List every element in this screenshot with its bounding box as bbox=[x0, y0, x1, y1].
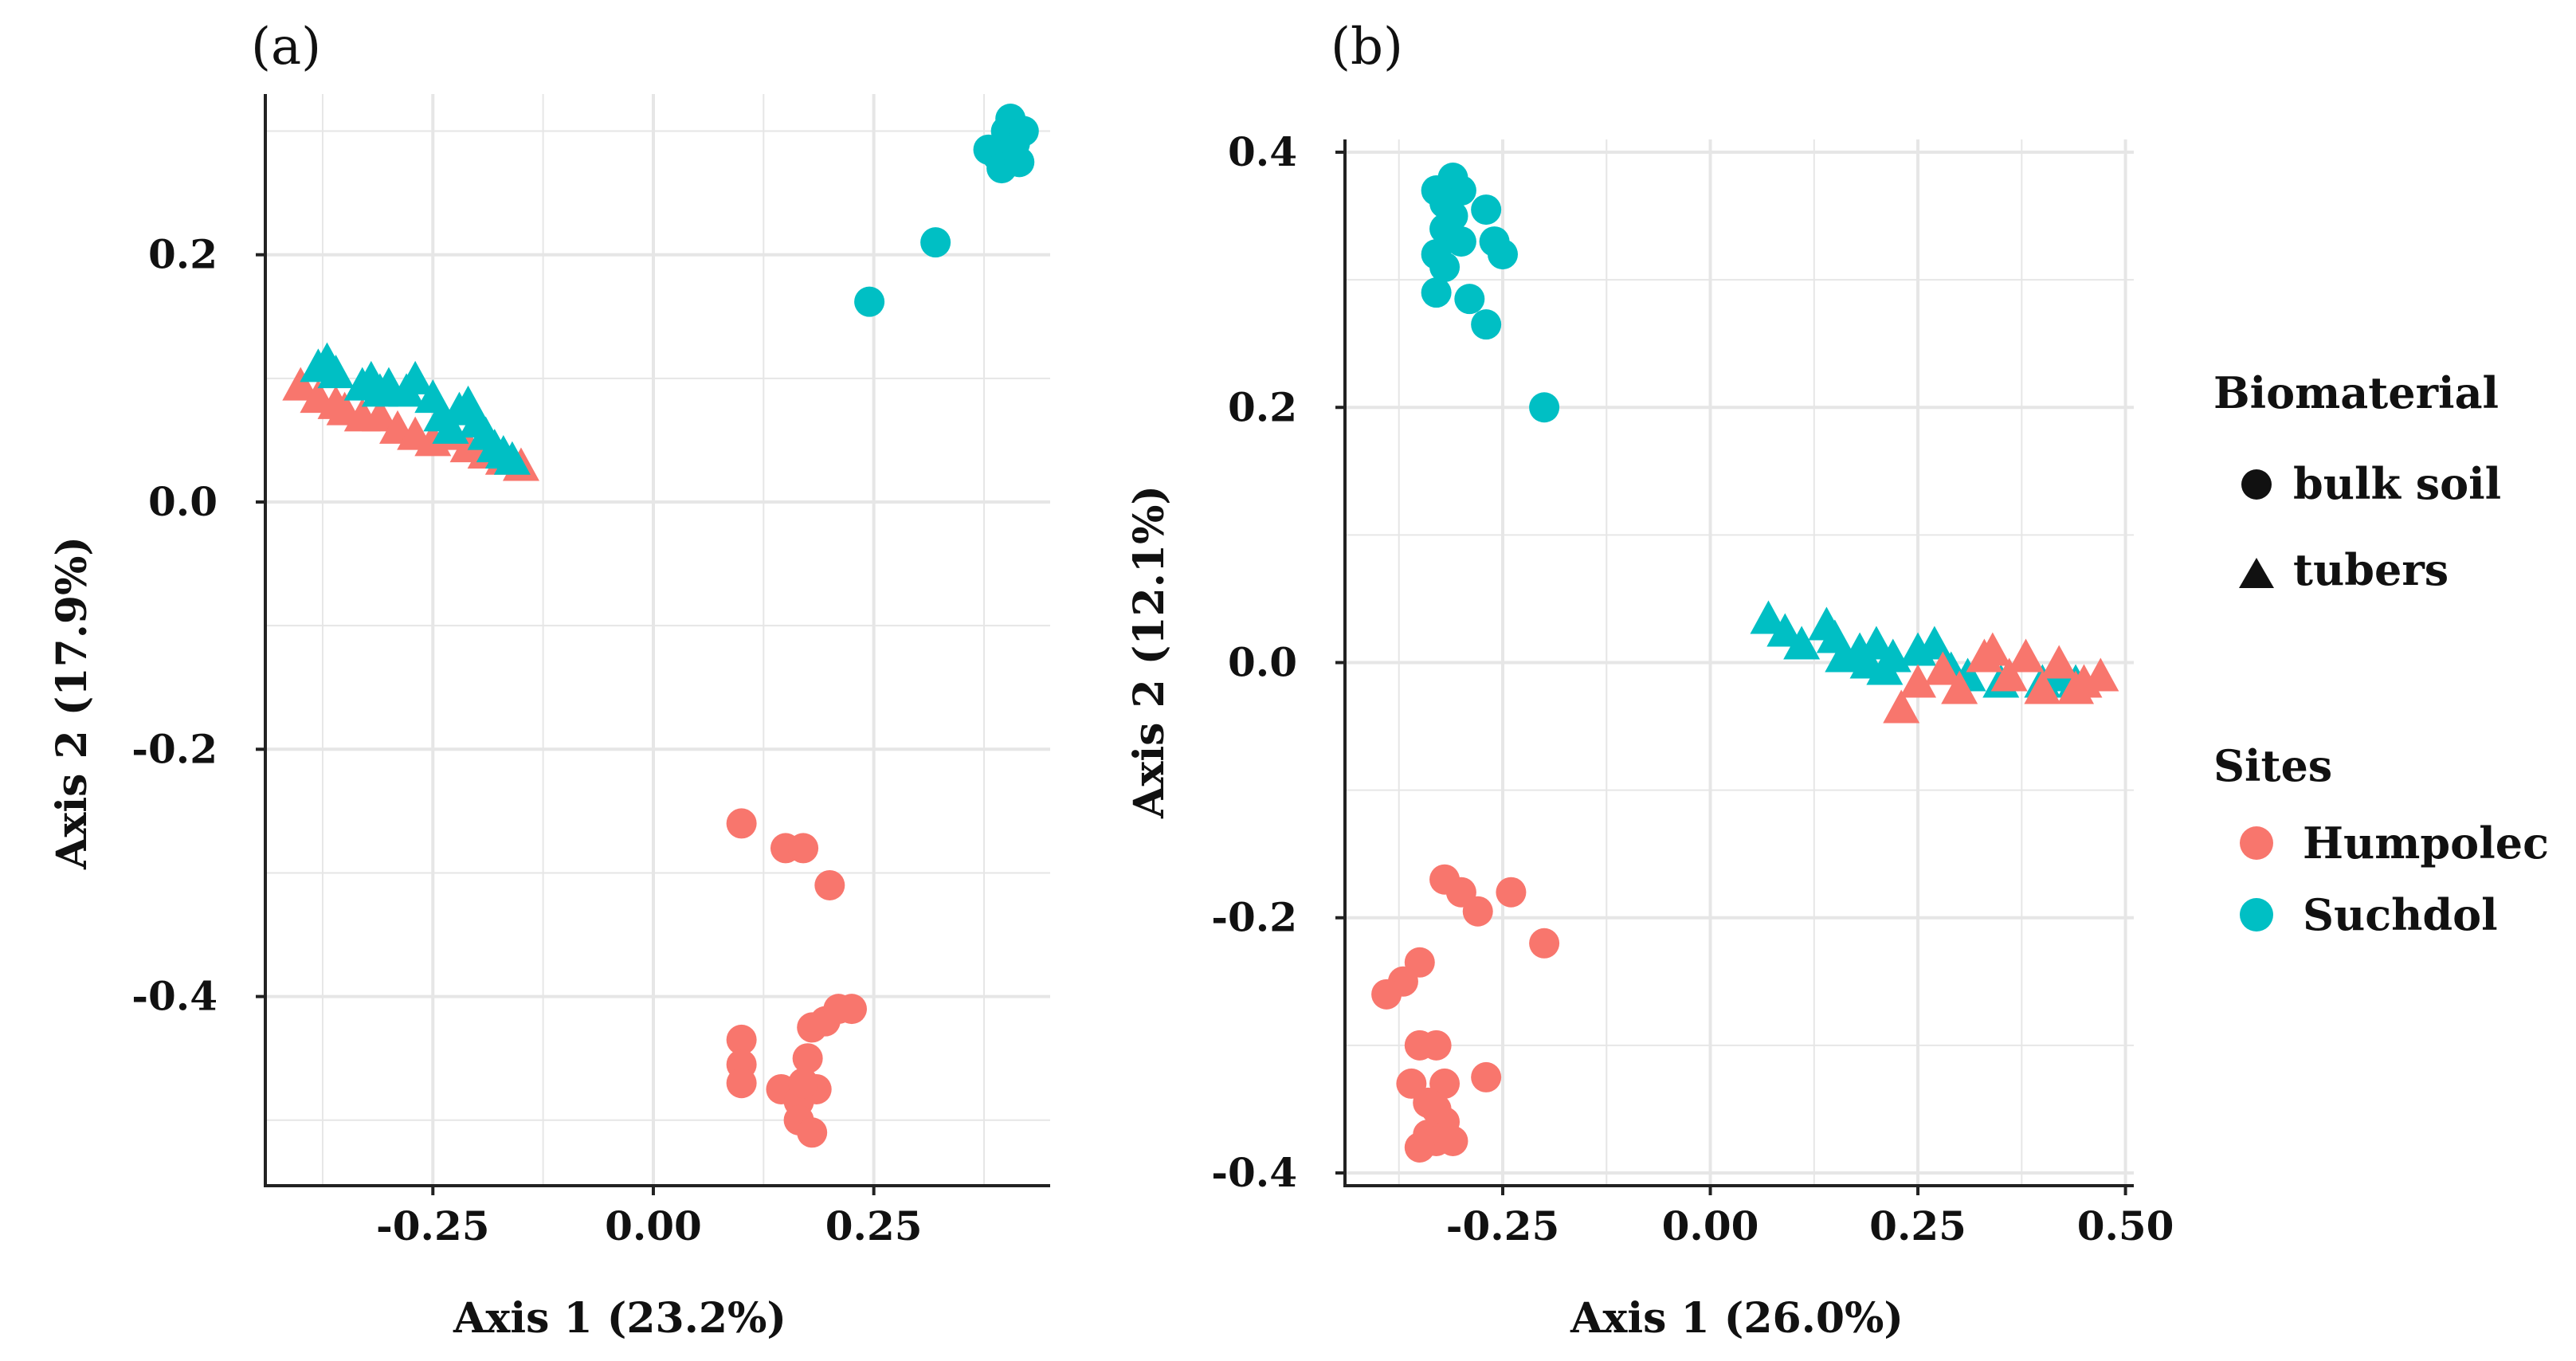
data-point-triangle bbox=[432, 410, 469, 444]
data-point-triangle bbox=[2024, 670, 2061, 704]
data-point-circle bbox=[1404, 1132, 1435, 1163]
panel-b-x-tick-label: 0.25 bbox=[1869, 1202, 1966, 1249]
data-point-circle bbox=[1421, 277, 1452, 308]
legend-sites-title: Sites bbox=[2213, 740, 2332, 791]
panel-a-y-tick-label: -0.2 bbox=[131, 725, 218, 772]
data-point-circle bbox=[1462, 896, 1493, 927]
legend: Biomaterial bulk soil tubers Sites Humpo… bbox=[2213, 367, 2549, 940]
data-point-circle bbox=[1529, 392, 1560, 423]
panel-a-y-tick-label: 0.0 bbox=[148, 478, 218, 525]
data-point-circle bbox=[1421, 1030, 1452, 1061]
panel-a-plot-area bbox=[265, 94, 1050, 1186]
panel-b-y-tick-label: 0.2 bbox=[1228, 383, 1297, 430]
data-point-circle bbox=[920, 227, 951, 258]
data-point-triangle bbox=[282, 367, 320, 401]
data-point-circle bbox=[788, 1068, 819, 1099]
panel-a-x-axis-title: Axis 1 (23.2%) bbox=[453, 1294, 786, 1343]
data-point-circle bbox=[726, 808, 757, 839]
legend-tubers-label: tubers bbox=[2293, 544, 2449, 595]
panel-a-points bbox=[282, 104, 1039, 1148]
data-point-circle bbox=[797, 1117, 828, 1148]
data-point-triangle bbox=[493, 441, 531, 475]
data-point-circle bbox=[1445, 226, 1476, 257]
data-point-circle bbox=[726, 1024, 757, 1055]
data-point-triangle bbox=[1750, 600, 1787, 634]
legend-suchdol-label: Suchdol bbox=[2303, 889, 2498, 940]
legend-tubers-marker bbox=[2239, 558, 2274, 588]
legend-biomaterial-title: Biomaterial bbox=[2213, 367, 2499, 418]
panel-b-y-axis-title: Axis 2 (12.1%) bbox=[1125, 485, 1174, 819]
panel-a-label: (a) bbox=[251, 18, 321, 76]
panel-b: (b) -0.25 0.00 0.25 0.50 -0.4 -0.2 0.0 0.2 0.4 A… bbox=[1125, 18, 2174, 1343]
panel-a-x-tick-label: 0.25 bbox=[825, 1202, 923, 1249]
panel-a-grid bbox=[265, 94, 1050, 1186]
panel-a-y-axis-title: Axis 2 (17.9%) bbox=[48, 536, 96, 870]
panel-b-points bbox=[1371, 163, 2119, 1163]
data-point-triangle bbox=[1924, 651, 1962, 685]
data-point-triangle bbox=[1974, 632, 2011, 666]
panel-b-y-tick-label: -0.4 bbox=[1211, 1149, 1297, 1196]
legend-suchdol-marker bbox=[2240, 898, 2273, 932]
data-point-circle bbox=[836, 994, 867, 1025]
panel-b-x-tick-label: -0.25 bbox=[1446, 1202, 1560, 1249]
data-point-triangle bbox=[1900, 664, 1937, 698]
legend-bulk-soil-marker bbox=[2241, 469, 2272, 500]
data-point-circle bbox=[1529, 928, 1560, 959]
data-point-circle bbox=[792, 1043, 823, 1074]
panel-b-x-axis-title: Axis 1 (26.0%) bbox=[1570, 1294, 1904, 1343]
panel-b-x-tick-label: 0.00 bbox=[1662, 1202, 1759, 1249]
data-point-circle bbox=[1421, 175, 1452, 206]
data-point-triangle bbox=[1915, 626, 1953, 660]
data-point-circle bbox=[1488, 239, 1518, 270]
data-point-triangle bbox=[1857, 626, 1895, 660]
legend-humpolec-marker bbox=[2240, 826, 2273, 860]
panel-b-y-tick-label: 0.4 bbox=[1228, 128, 1297, 175]
data-point-circle bbox=[1008, 116, 1039, 147]
legend-humpolec-label: Humpolec bbox=[2303, 818, 2549, 869]
panel-a-axes: -0.25 0.00 0.25 -0.4 -0.2 0.0 0.2 bbox=[131, 94, 1050, 1249]
data-point-circle bbox=[1371, 979, 1402, 1010]
panel-a-y-tick-label: 0.2 bbox=[148, 231, 218, 278]
panel-a: (a) -0.25 0.00 0.25 -0.4 -0.2 0.0 0.2 Axis 1 (… bbox=[48, 18, 1050, 1343]
data-point-triangle bbox=[2007, 638, 2045, 673]
data-point-triangle bbox=[317, 355, 355, 389]
panel-a-y-tick-label: -0.4 bbox=[131, 973, 218, 1020]
panel-b-x-tick-label: 0.50 bbox=[2077, 1202, 2174, 1249]
data-point-circle bbox=[1471, 194, 1502, 226]
data-point-circle bbox=[1429, 252, 1461, 283]
panel-b-axes: -0.25 0.00 0.25 0.50 -0.4 -0.2 0.0 0.2 0.4 bbox=[1211, 128, 2174, 1249]
data-point-circle bbox=[1437, 201, 1468, 232]
panel-b-y-tick-label: -0.2 bbox=[1211, 894, 1297, 941]
data-point-circle bbox=[854, 286, 885, 317]
panel-b-label: (b) bbox=[1331, 18, 1403, 76]
panel-a-x-tick-label: -0.25 bbox=[376, 1202, 490, 1249]
legend-bulk-soil-label: bulk soil bbox=[2293, 458, 2501, 509]
data-point-triangle bbox=[1941, 670, 1978, 704]
panel-b-y-tick-label: 0.0 bbox=[1228, 639, 1297, 686]
data-point-triangle bbox=[1990, 657, 2028, 692]
data-point-triangle bbox=[1883, 689, 1920, 724]
data-point-circle bbox=[1496, 877, 1527, 908]
data-point-triangle bbox=[2041, 645, 2078, 679]
data-point-triangle bbox=[1783, 626, 1821, 660]
data-point-circle bbox=[788, 833, 819, 864]
data-point-triangle bbox=[1766, 613, 1804, 647]
data-point-triangle bbox=[2082, 657, 2119, 692]
panel-a-x-tick-label: 0.00 bbox=[605, 1202, 702, 1249]
data-point-circle bbox=[1454, 284, 1485, 315]
data-point-circle bbox=[726, 1068, 757, 1099]
data-point-triangle bbox=[397, 360, 434, 394]
data-point-circle bbox=[1437, 1125, 1468, 1156]
data-point-circle bbox=[814, 869, 845, 900]
data-point-circle bbox=[1004, 147, 1035, 178]
data-point-circle bbox=[1471, 309, 1502, 340]
data-point-triangle bbox=[361, 398, 398, 432]
data-point-circle bbox=[1471, 1061, 1502, 1092]
